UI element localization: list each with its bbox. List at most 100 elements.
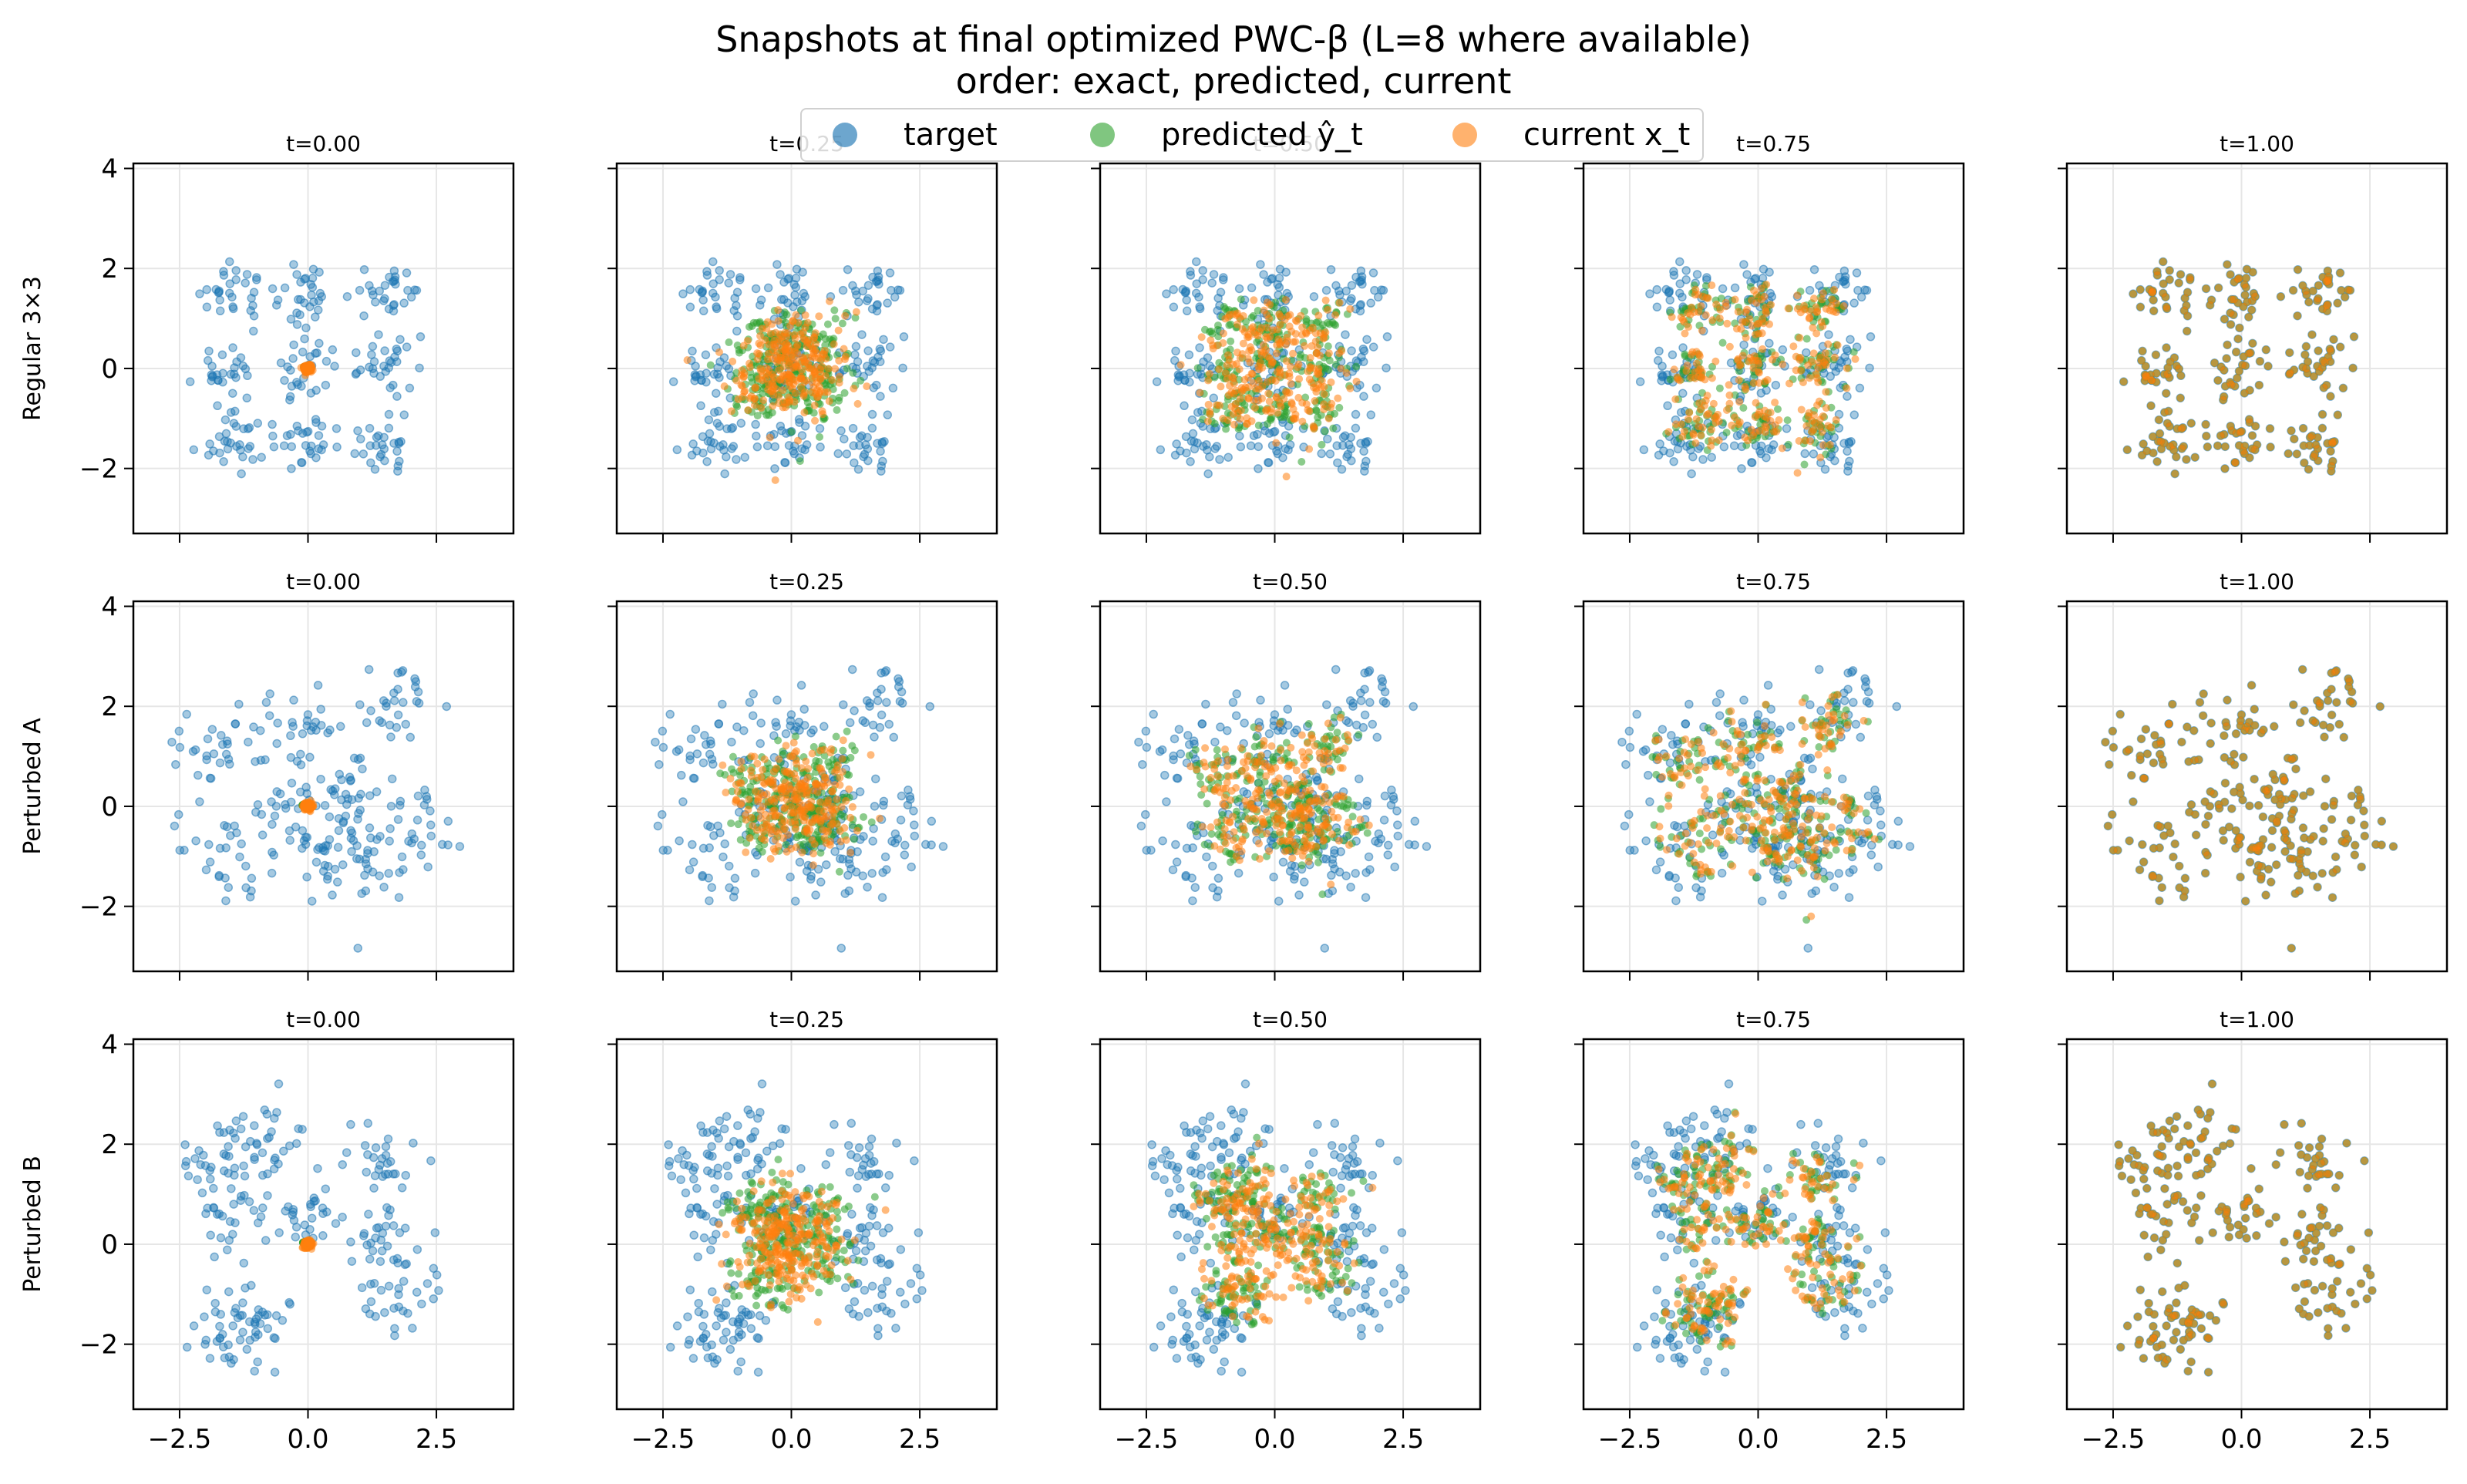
- point-target: [877, 437, 887, 447]
- point-target: [1645, 289, 1654, 298]
- point-target: [365, 281, 374, 291]
- point-target: [1272, 446, 1281, 456]
- point-current: [791, 335, 799, 343]
- point-current: [2248, 431, 2257, 439]
- point-current: [2175, 279, 2183, 288]
- figure-subtitle: order: exact, predicted, current: [955, 60, 1512, 102]
- point-predicted: [1312, 406, 1321, 415]
- point-target: [1778, 345, 1788, 355]
- point-target: [668, 377, 678, 386]
- point-target: [280, 375, 289, 385]
- point-target: [297, 458, 306, 467]
- point-current: [1320, 390, 1328, 399]
- point-target: [709, 408, 719, 417]
- point-current: [2157, 445, 2166, 453]
- point-current: [776, 356, 784, 365]
- point-target: [227, 292, 237, 302]
- point-current: [1843, 384, 1851, 392]
- point-target: [876, 346, 886, 356]
- point-target: [352, 854, 362, 863]
- point-current: [1768, 355, 1776, 364]
- point-target: [1652, 302, 1662, 312]
- point-target: [1692, 270, 1702, 279]
- point-target: [321, 841, 331, 850]
- point-current: [1809, 426, 1818, 434]
- point-target: [355, 854, 365, 864]
- point-target: [328, 890, 337, 900]
- subplot-frame: [1582, 162, 1965, 535]
- point-target: [253, 800, 263, 809]
- point-target: [1769, 440, 1779, 449]
- point-current: [1789, 342, 1798, 351]
- point-current: [2183, 327, 2191, 335]
- point-current: [2219, 395, 2227, 404]
- point-current: [2241, 362, 2250, 370]
- point-current: [1285, 372, 1294, 381]
- point-predicted: [1302, 315, 1311, 323]
- point-current: [2159, 257, 2167, 266]
- point-current: [2182, 455, 2190, 463]
- point-target: [320, 801, 330, 810]
- point-current: [867, 751, 875, 759]
- point-target: [729, 306, 739, 315]
- point-current: [1295, 375, 1304, 383]
- point-current: [304, 803, 312, 811]
- point-current: [2223, 261, 2231, 269]
- point-current: [785, 346, 793, 355]
- point-current: [1331, 311, 1340, 319]
- point-current: [765, 380, 773, 389]
- point-predicted: [843, 727, 851, 735]
- point-target: [864, 367, 874, 376]
- point-target: [726, 424, 736, 433]
- point-target: [756, 295, 766, 305]
- point-target: [1382, 332, 1392, 342]
- point-current: [2226, 320, 2235, 328]
- point-target: [251, 757, 260, 766]
- point-target: [735, 275, 745, 284]
- point-target: [655, 759, 664, 769]
- point-current: [2327, 447, 2335, 456]
- point-target: [715, 275, 724, 284]
- point-current: [1680, 318, 1688, 326]
- point-target: [830, 846, 840, 856]
- point-target: [236, 446, 245, 455]
- point-current: [747, 752, 756, 761]
- point-target: [353, 944, 363, 953]
- point-target: [838, 854, 848, 864]
- point-target: [1809, 449, 1819, 459]
- point-current: [2307, 331, 2316, 339]
- point-target: [658, 742, 668, 752]
- point-current: [771, 340, 779, 348]
- point-target: [275, 789, 285, 799]
- point-target: [264, 711, 274, 721]
- point-current: [2300, 459, 2308, 467]
- point-predicted: [1282, 408, 1291, 416]
- point-target: [1323, 434, 1332, 444]
- point-target: [362, 859, 371, 869]
- point-target: [375, 286, 385, 296]
- point-current: [1833, 341, 1842, 349]
- point-current: [1806, 374, 1814, 382]
- point-target: [1205, 361, 1215, 371]
- point-current: [786, 379, 794, 387]
- point-target: [270, 811, 280, 821]
- point-current: [2334, 299, 2342, 308]
- point-current: [2337, 286, 2345, 294]
- point-current: [2239, 447, 2247, 456]
- point-predicted: [1193, 364, 1202, 372]
- point-target: [904, 786, 913, 795]
- point-current: [1316, 329, 1324, 338]
- point-target: [1326, 264, 1336, 274]
- point-target: [271, 802, 281, 811]
- point-current: [1716, 305, 1725, 314]
- point-target: [306, 389, 316, 398]
- point-target: [770, 464, 779, 473]
- point-target: [407, 838, 416, 848]
- point-current: [1714, 410, 1722, 419]
- point-current: [2230, 311, 2238, 319]
- point-predicted: [1329, 424, 1338, 432]
- point-predicted: [823, 320, 832, 328]
- point-target: [685, 865, 695, 875]
- point-target: [231, 275, 241, 284]
- point-current: [2213, 442, 2222, 450]
